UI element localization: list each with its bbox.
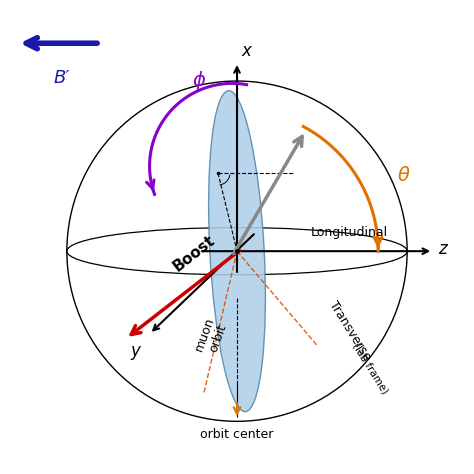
Text: Boost: Boost [171, 233, 219, 275]
Text: Longitudinal: Longitudinal [310, 227, 387, 239]
Ellipse shape [209, 91, 265, 411]
Text: ϕ: ϕ [193, 72, 206, 91]
Text: z: z [438, 240, 447, 258]
Text: Transverse: Transverse [327, 299, 374, 363]
Text: orbit center: orbit center [201, 428, 273, 441]
Text: muon
orbit: muon orbit [192, 315, 230, 357]
Text: x: x [242, 42, 252, 60]
Text: (lab frame): (lab frame) [350, 341, 390, 396]
Text: B′: B′ [54, 69, 70, 87]
Text: y: y [130, 342, 140, 360]
Text: θ: θ [398, 166, 410, 185]
